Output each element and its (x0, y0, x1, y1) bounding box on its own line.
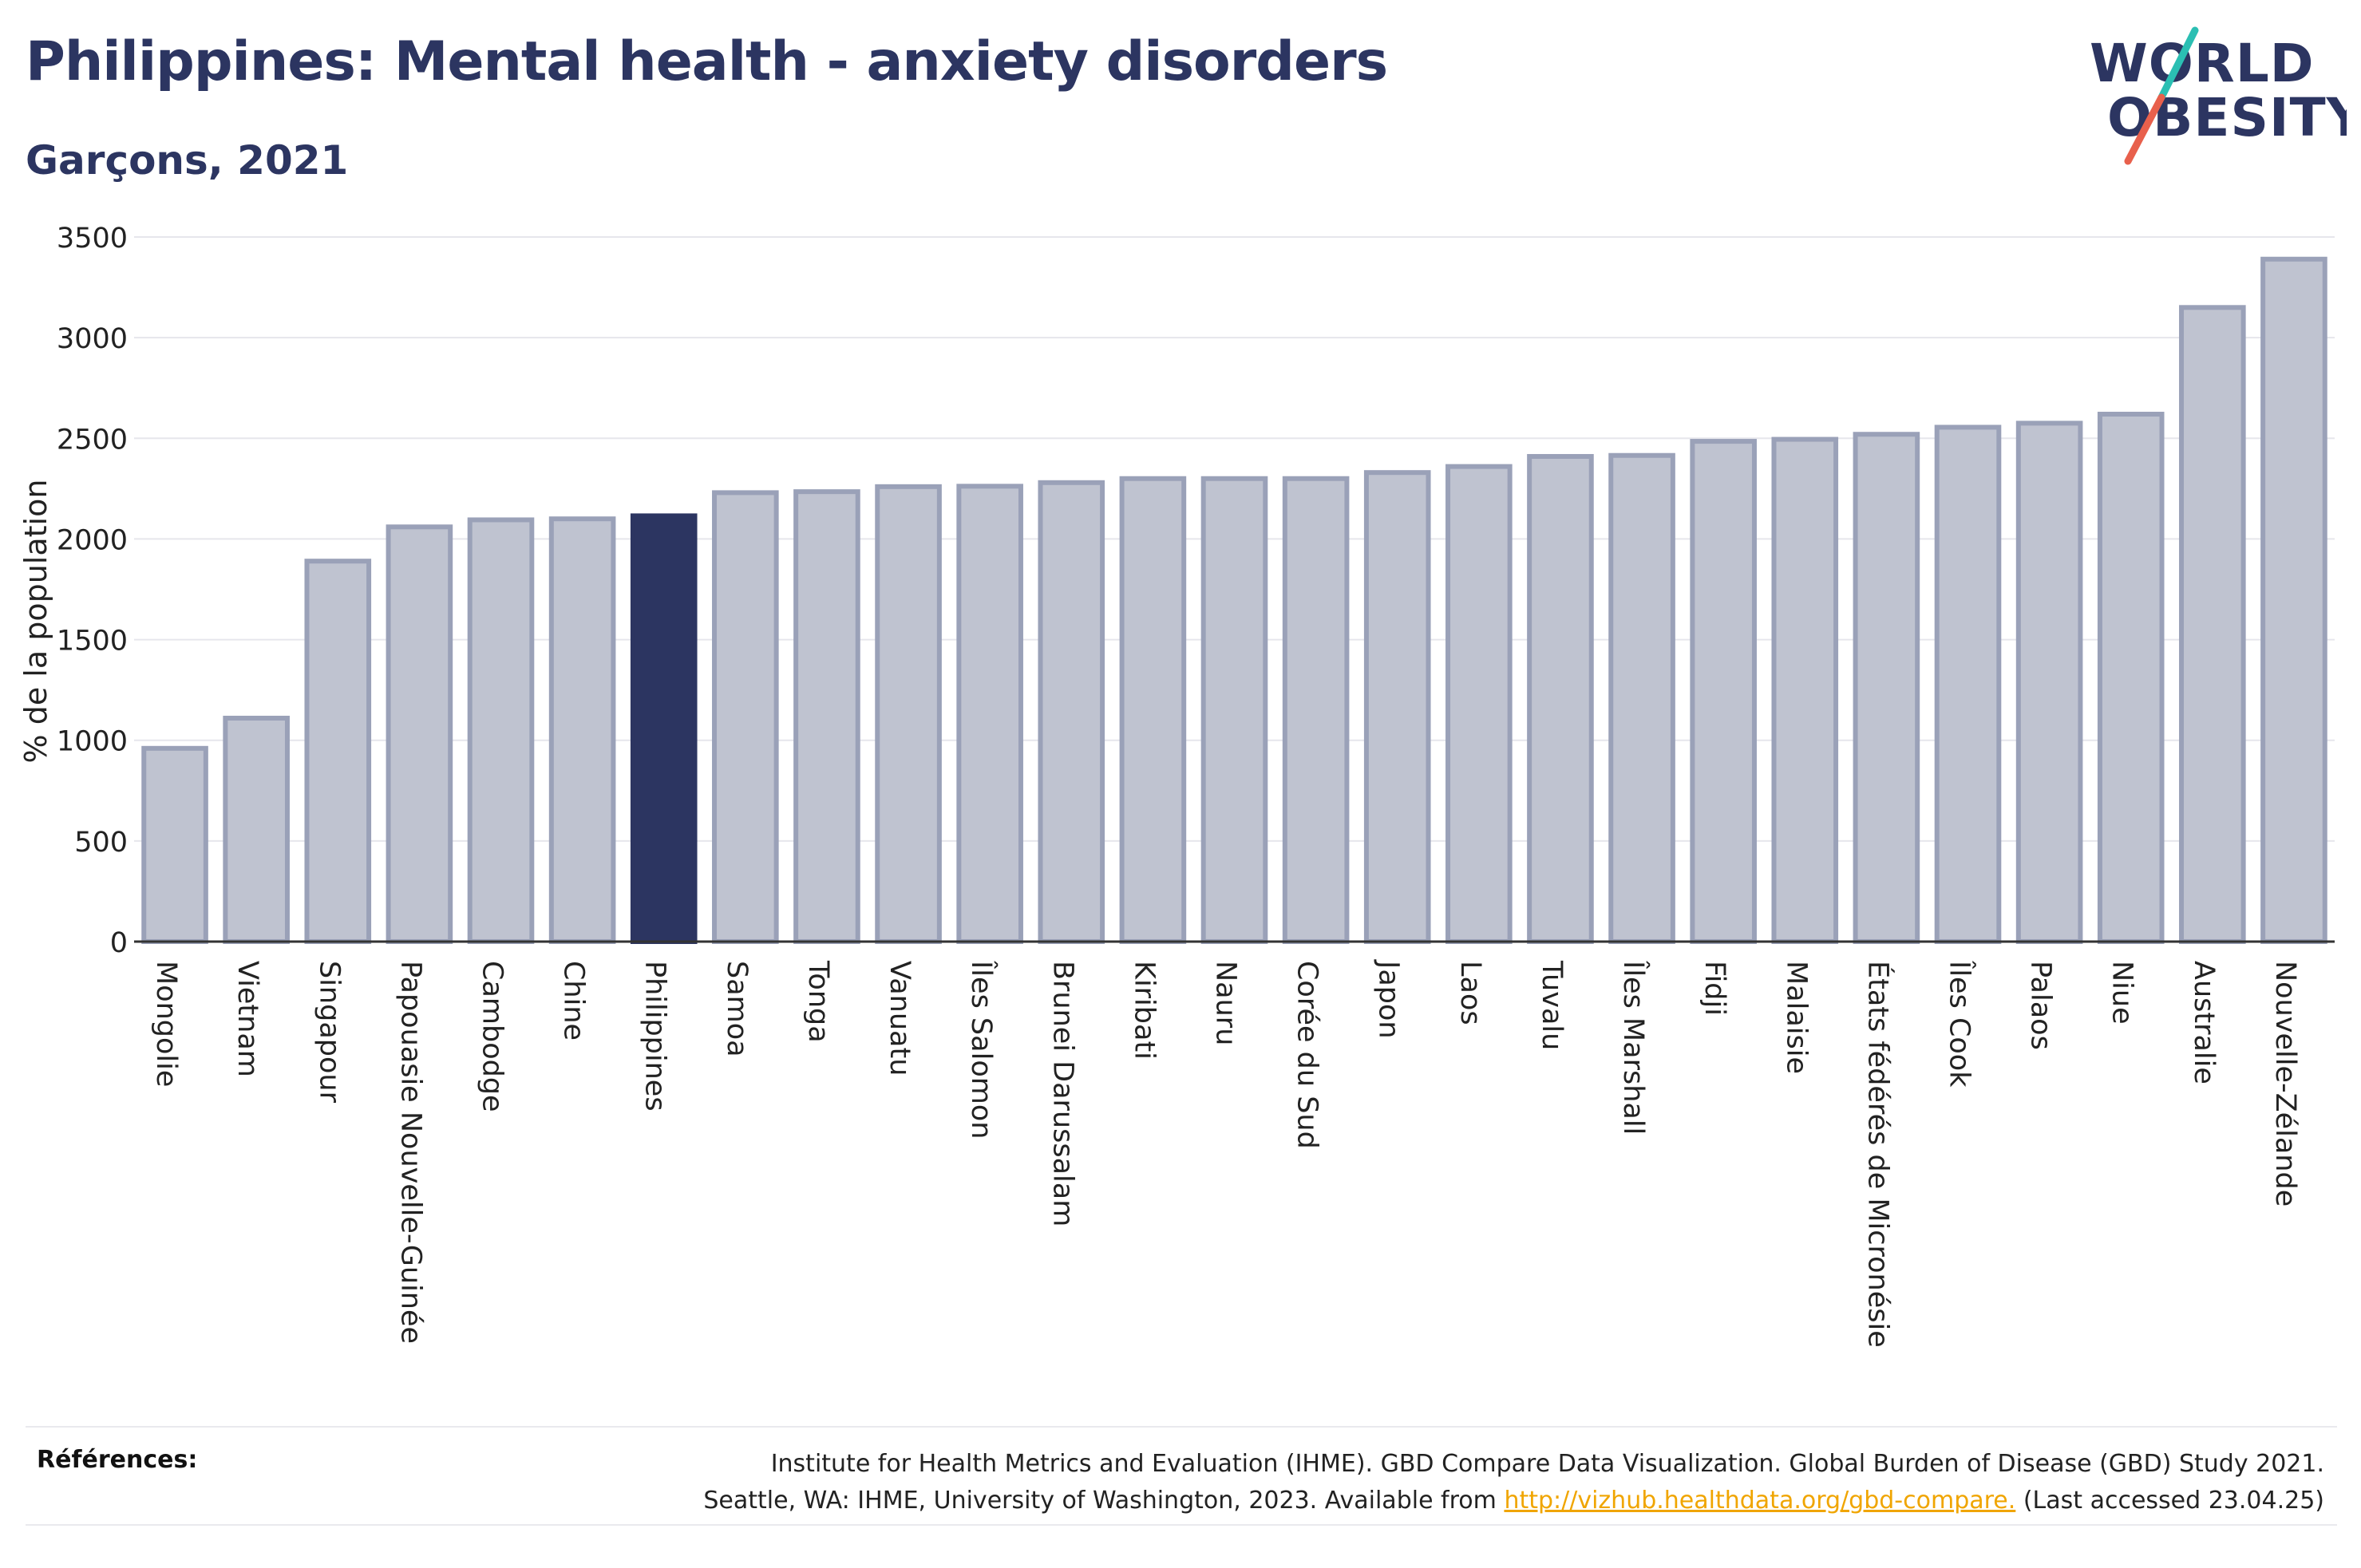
x-tick-label: Kiribati (1128, 961, 1160, 1060)
logo-text-world: WORLD (2090, 33, 2315, 94)
bar (793, 489, 860, 944)
x-tick-label: Tuvalu (1536, 960, 1568, 1050)
bar (1038, 480, 1105, 944)
x-tick-label: Tonga (802, 960, 834, 1043)
x-tick-label: Corée du Sud (1291, 961, 1323, 1149)
bar-chart: 0 500 1000 1500 2000 2500 3000 3500 Mongolie Viet… (18, 223, 2335, 1348)
references-line-1: Institute for Health Metrics and Evaluat… (770, 1450, 2324, 1478)
y-tick-label: 3000 (57, 323, 128, 355)
x-tick-label: Laos (1454, 961, 1486, 1025)
x-tick-label: Palaos (2025, 961, 2057, 1050)
references-link[interactable]: http://vizhub.healthdata.org/gbd-compare… (1504, 1487, 2016, 1515)
x-tick-label: Îles Marshall (1617, 960, 1651, 1135)
x-tick-label: Îles Cook (1944, 960, 1977, 1088)
x-tick-label: Brunei Darussalam (1046, 961, 1078, 1226)
x-tick-label: Samoa (721, 961, 753, 1057)
y-tick-label: 1500 (57, 626, 128, 658)
y-tick-label: 500 (74, 827, 128, 859)
x-tick-label: États fédérés de Micronésie (1861, 961, 1895, 1348)
x-tick-label: Îles Salomon (965, 960, 999, 1139)
references-text: Institute for Health Metrics and Evaluat… (409, 1446, 2324, 1519)
x-tick-label: Papouasie Nouvelle-Guinée (394, 961, 426, 1344)
bar (875, 484, 942, 944)
bar (1527, 453, 1594, 944)
bar (1200, 476, 1268, 944)
references-line-2-suffix: (Last accessed 23.04.25) (2023, 1487, 2324, 1515)
bar (548, 516, 616, 944)
bar (1445, 464, 1513, 944)
chart-title: Philippines: Mental health - anxiety dis… (26, 30, 1388, 93)
y-tick-label: 0 (110, 927, 128, 959)
bar (1690, 439, 1757, 944)
bar (1282, 476, 1350, 944)
bar (956, 484, 1023, 944)
chart-subtitle: Garçons, 2021 (26, 137, 349, 184)
x-tick-label: Malaisie (1780, 961, 1812, 1074)
y-tick-label: 2000 (57, 524, 128, 556)
bar (1771, 436, 1839, 944)
bar (141, 745, 208, 945)
bar (467, 517, 535, 944)
x-tick-label: Niue (2106, 961, 2138, 1025)
x-tick-label: Cambodge (477, 961, 508, 1112)
x-tick-label: Chine (558, 961, 590, 1041)
bar (2015, 421, 2083, 944)
bar (630, 513, 698, 944)
footer-divider-bottom (26, 1524, 2337, 1526)
bar (223, 715, 290, 944)
bar (1119, 476, 1187, 944)
x-tick-label: Fidji (1699, 961, 1730, 1016)
x-tick-label: Philippines (639, 961, 671, 1112)
bar (2260, 256, 2327, 945)
bar (386, 524, 453, 944)
logo-slash-coral (2124, 93, 2165, 165)
y-tick-label: 1000 (57, 726, 128, 758)
references-line-2: Seattle, WA: IHME, University of Washing… (409, 1483, 2324, 1519)
x-tick-label: Vietnam (231, 961, 263, 1077)
x-tick-label: Singapour (313, 961, 345, 1104)
world-obesity-logo: WORLD OBESITY (2090, 26, 2347, 165)
bar (1608, 452, 1675, 944)
bar (1363, 470, 1431, 944)
footer-divider-top (26, 1426, 2337, 1428)
bar (304, 559, 372, 944)
y-tick-label: 2500 (57, 424, 128, 456)
logo-slash-teal (2157, 26, 2199, 101)
x-tick-label: Vanuatu (884, 961, 916, 1076)
bar (2097, 412, 2165, 944)
bar (712, 490, 779, 944)
x-tick-label: Australie (2188, 961, 2220, 1084)
x-tick-label: Nouvelle-Zélande (2269, 961, 2301, 1207)
references-label: Références: (37, 1446, 198, 1474)
x-tick-label: Mongolie (150, 961, 182, 1087)
y-tick-label: 3500 (57, 223, 128, 255)
references-line-2-prefix: Seattle, WA: IHME, University of Washing… (703, 1487, 1497, 1515)
x-tick-label: Nauru (1210, 961, 1242, 1045)
bar (2179, 305, 2246, 944)
x-tick-label: Japon (1373, 959, 1405, 1039)
bar (1853, 432, 1920, 944)
y-axis-label: % de la population (18, 480, 53, 764)
bar (1934, 425, 2002, 944)
